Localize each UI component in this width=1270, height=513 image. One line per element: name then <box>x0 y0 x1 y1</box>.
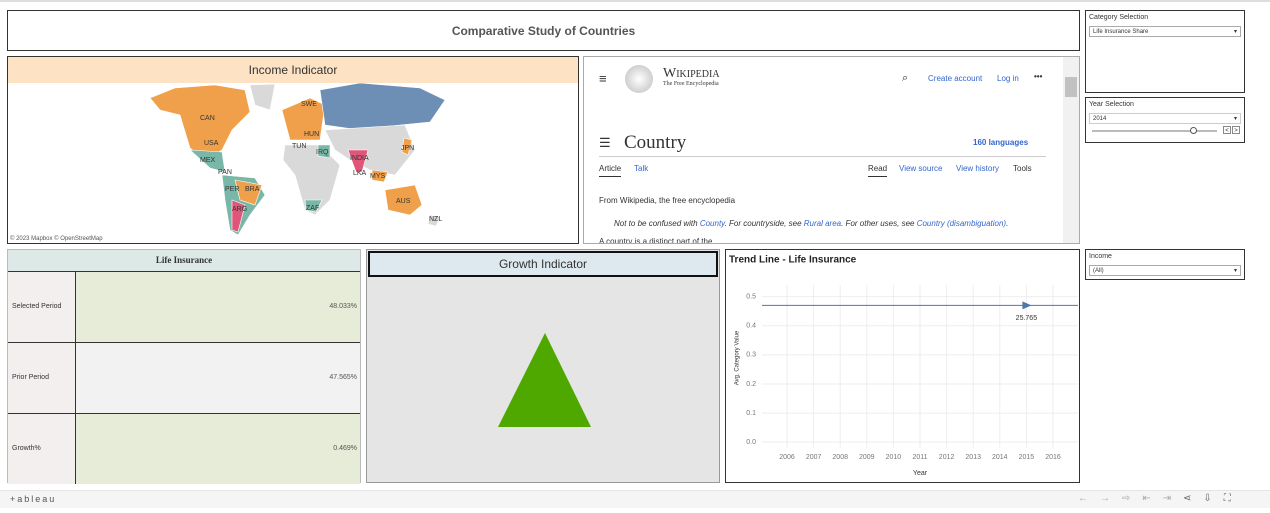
hatnote: Not to be confused with County. For coun… <box>614 219 1008 228</box>
link[interactable]: County <box>699 219 725 228</box>
footer: +ableau ←→⇨⇤⇥ ⋖⇩⛶ <box>0 490 1270 508</box>
x-tick-label: 2014 <box>992 454 1008 461</box>
trend-panel <box>725 249 1080 483</box>
filter-category: Category Selection Life Insurance Share <box>1085 10 1245 93</box>
slider-thumb[interactable] <box>1190 127 1197 134</box>
x-tick-label: 2006 <box>779 454 795 461</box>
year-input[interactable]: 2014 <box>1089 113 1241 125</box>
create-account[interactable]: Create account <box>928 74 983 83</box>
map-attribution: © 2023 Mapbox © OpenStreetMap <box>10 236 103 242</box>
y-axis-label: Avg. Category Value <box>735 330 741 385</box>
web-panel: ≡ Wikipedia The Free Encyclopedia ⌕ Crea… <box>583 56 1080 244</box>
filter-label: Income <box>1089 253 1112 260</box>
growth-icon <box>498 333 591 427</box>
table-row: Growth% 0.469% <box>8 413 360 484</box>
y-tick-label: 0.5 <box>746 293 756 300</box>
y-tick-label: 0.1 <box>746 410 756 417</box>
tagline: The Free Encyclopedia <box>663 81 719 87</box>
dropdown[interactable]: Life Insurance Share <box>1089 26 1241 38</box>
text: . For other uses, see <box>841 219 917 228</box>
wiki-logo <box>625 65 653 93</box>
text: . <box>1006 219 1009 228</box>
languages[interactable]: 160 languages <box>973 138 1029 147</box>
y-tick-label: 0.2 <box>746 381 756 388</box>
growth-panel: Growth Indicator <box>366 249 720 483</box>
chart-title: Trend Line - Life Insurance <box>729 255 857 266</box>
next-button[interactable]: > <box>1232 126 1240 134</box>
point <box>1022 301 1032 310</box>
action[interactable]: Read <box>868 164 888 177</box>
y-tick-label: 0.4 <box>746 323 756 330</box>
slider-track <box>1092 130 1217 132</box>
table-row: Prior Period 47.565% <box>8 342 360 413</box>
x-tick-label: 2015 <box>1019 454 1035 461</box>
toc-icon[interactable]: ☰ <box>599 135 611 150</box>
table-row: Selected Period 48.033% <box>8 271 360 342</box>
tableau-logo[interactable]: +ableau <box>10 494 57 504</box>
menu-icon[interactable]: ≡ <box>599 71 607 86</box>
x-tick-label: 2007 <box>806 454 822 461</box>
map-title: Income Indicator <box>8 57 578 83</box>
lead: A country is a distinct part of the <box>599 237 713 244</box>
log-in[interactable]: Log in <box>997 74 1019 83</box>
table-title: Life Insurance <box>8 250 360 271</box>
action[interactable]: View source <box>899 164 943 173</box>
row-value: 48.033% <box>76 272 360 342</box>
action[interactable]: Tools <box>1013 164 1032 173</box>
wordmark: Wikipedia <box>663 66 720 81</box>
filter-year: Year Selection 2014 < > <box>1085 97 1245 143</box>
y-tick-label: 0.3 <box>746 352 756 359</box>
filter-income: Income (All) <box>1085 249 1245 280</box>
filter-label: Year Selection <box>1089 101 1134 108</box>
filter-label: Category Selection <box>1089 14 1149 21</box>
row-header: Selected Period <box>8 272 76 342</box>
toolbar[interactable]: ←→⇨⇤⇥ <box>1078 493 1184 504</box>
annotation: 25.765 <box>1016 315 1038 322</box>
x-axis-label: Year <box>913 470 928 477</box>
rule <box>599 156 1046 157</box>
scrollbar[interactable] <box>1063 57 1079 243</box>
toolbar-actions[interactable]: ⋖⇩⛶ <box>1183 493 1243 504</box>
x-tick-label: 2016 <box>1045 454 1061 461</box>
x-tick-label: 2011 <box>912 454 927 461</box>
growth-title: Growth Indicator <box>368 251 718 277</box>
row-value: 47.565% <box>76 343 360 413</box>
subtitle: From Wikipedia, the free encyclopedia <box>599 196 736 205</box>
table-panel: Life Insurance Selected Period 48.033% Pri… <box>7 249 361 484</box>
row-header: Growth% <box>8 414 76 484</box>
link[interactable]: Country (disambiguation) <box>916 219 1007 228</box>
y-tick-label: 0.0 <box>746 439 756 446</box>
tab[interactable]: Article <box>599 164 622 177</box>
text: Not to be confused with <box>614 219 700 228</box>
text: . For countryside, see <box>724 219 804 228</box>
tab[interactable]: Talk <box>634 164 649 173</box>
x-tick-label: 2013 <box>965 454 981 461</box>
x-tick-label: 2009 <box>859 454 875 461</box>
dashboard-title: Comparative Study of Countries <box>7 10 1080 51</box>
more-icon[interactable]: ••• <box>1034 72 1043 81</box>
page-heading: Country <box>624 132 687 153</box>
x-tick-label: 2008 <box>832 454 848 461</box>
search-icon[interactable]: ⌕ <box>902 72 909 84</box>
prev-button[interactable]: < <box>1223 126 1231 134</box>
x-tick-label: 2012 <box>939 454 955 461</box>
dropdown[interactable]: (All) <box>1089 265 1241 277</box>
link[interactable]: Rural area <box>803 219 842 228</box>
row-value: 0.469% <box>76 414 360 484</box>
x-tick-label: 2010 <box>886 454 902 461</box>
action[interactable]: View history <box>956 164 999 173</box>
tab-strip <box>0 0 1270 2</box>
row-header: Prior Period <box>8 343 76 413</box>
